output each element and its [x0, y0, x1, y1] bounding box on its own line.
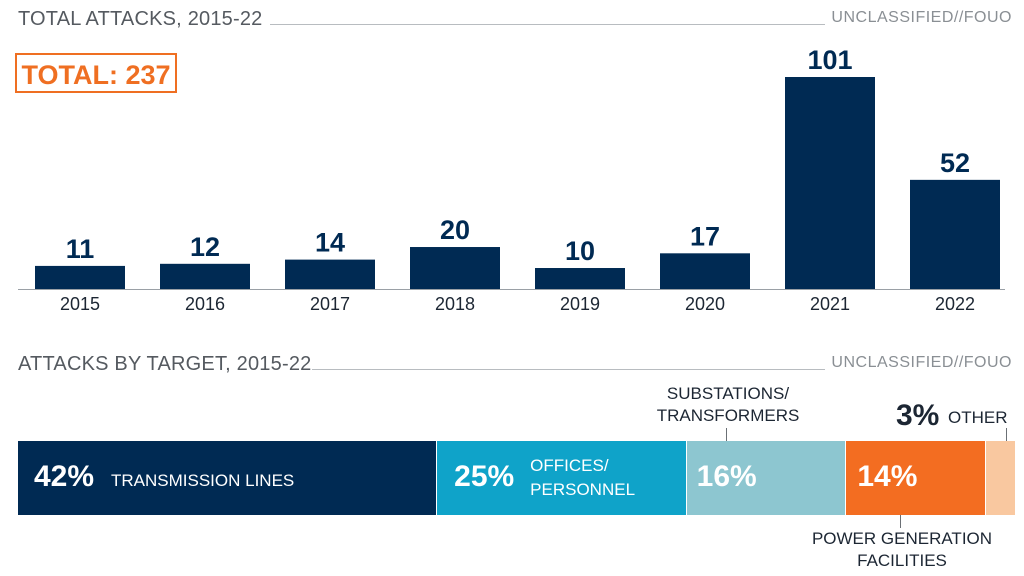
- substations-label-line2: TRANSFORMERS: [656, 406, 800, 425]
- data-label-2017: 14: [315, 228, 345, 258]
- substations-label-line1: SUBSTATIONS/: [666, 384, 790, 403]
- data-label-2022: 52: [940, 148, 970, 178]
- bar-2020: [660, 253, 750, 289]
- bar-2019: [535, 268, 625, 289]
- bar-chart-title: TOTAL ATTACKS, 2015-22: [18, 8, 263, 30]
- other-leader-line: [1006, 428, 1007, 441]
- bar-2018: [410, 247, 500, 289]
- total-badge: TOTAL: 237: [15, 53, 177, 93]
- bar-2022: [910, 179, 1000, 289]
- bar-2017: [285, 259, 375, 289]
- top-rule: [270, 24, 1012, 25]
- top-classification: UNCLASSIFIED//FOUO: [825, 9, 1012, 27]
- bottom-rule: [312, 369, 1012, 370]
- tick-label-2017: 2017: [310, 294, 350, 314]
- tick-label-2018: 2018: [435, 294, 475, 314]
- power-generation-label: POWER GENERATION FACILITIES: [804, 528, 1000, 572]
- data-label-2019: 10: [565, 236, 595, 266]
- tick-label-2020: 2020: [685, 294, 725, 314]
- tick-label-2016: 2016: [185, 294, 225, 314]
- data-label-2018: 20: [440, 215, 470, 245]
- segment-pct-offices-personnel: 25%: [454, 460, 515, 493]
- segment-label-offices-line1: OFFICES/: [530, 456, 609, 475]
- power-generation-leader-line: [900, 515, 901, 528]
- power-generation-label-line1: POWER GENERATION: [811, 529, 993, 548]
- power-generation-label-line2: FACILITIES: [857, 551, 947, 570]
- substations-leader-line: [726, 428, 727, 441]
- segment-pct-transmission-lines: 42%: [34, 460, 95, 493]
- segment-label-transmission-lines: TRANSMISSION LINES: [111, 471, 295, 490]
- data-label-2015: 11: [66, 234, 95, 264]
- annual-attacks-bar-chart: 11 2015 12 2016 14 2017 20 2018 10 2019 17 2020 101 2…: [18, 45, 1005, 314]
- bar-2015: [35, 265, 125, 289]
- bar-2021: [785, 77, 875, 289]
- segment-label-offices-line2: PERSONNEL: [530, 480, 636, 499]
- data-label-2016: 12: [190, 232, 220, 262]
- segment-pct-substations: 16%: [696, 460, 757, 493]
- segment-power-generation: 14%: [846, 441, 987, 515]
- tick-label-2015: 2015: [60, 294, 100, 314]
- bottom-classification: UNCLASSIFIED//FOUO: [825, 354, 1012, 372]
- substations-label: SUBSTATIONS/ TRANSFORMERS: [648, 383, 808, 427]
- tick-label-2022: 2022: [935, 294, 975, 314]
- other-label: OTHER: [948, 408, 1008, 427]
- segment-substations-transformers: 16%: [686, 441, 847, 515]
- data-label-2021: 101: [807, 45, 852, 75]
- target-chart-title: ATTACKS BY TARGET, 2015-22: [18, 353, 312, 375]
- tick-label-2019: 2019: [560, 294, 600, 314]
- bar-2016: [160, 263, 250, 289]
- segment-offices-personnel: 25% OFFICES/ PERSONNEL: [437, 441, 687, 515]
- segment-pct-power-generation: 14%: [857, 460, 918, 493]
- segment-other: [986, 441, 1016, 515]
- other-pct: 3%: [896, 399, 940, 432]
- tick-label-2021: 2021: [810, 294, 850, 314]
- segment-transmission-lines: 42% TRANSMISSION LINES: [18, 441, 438, 515]
- data-label-2020: 17: [690, 221, 720, 251]
